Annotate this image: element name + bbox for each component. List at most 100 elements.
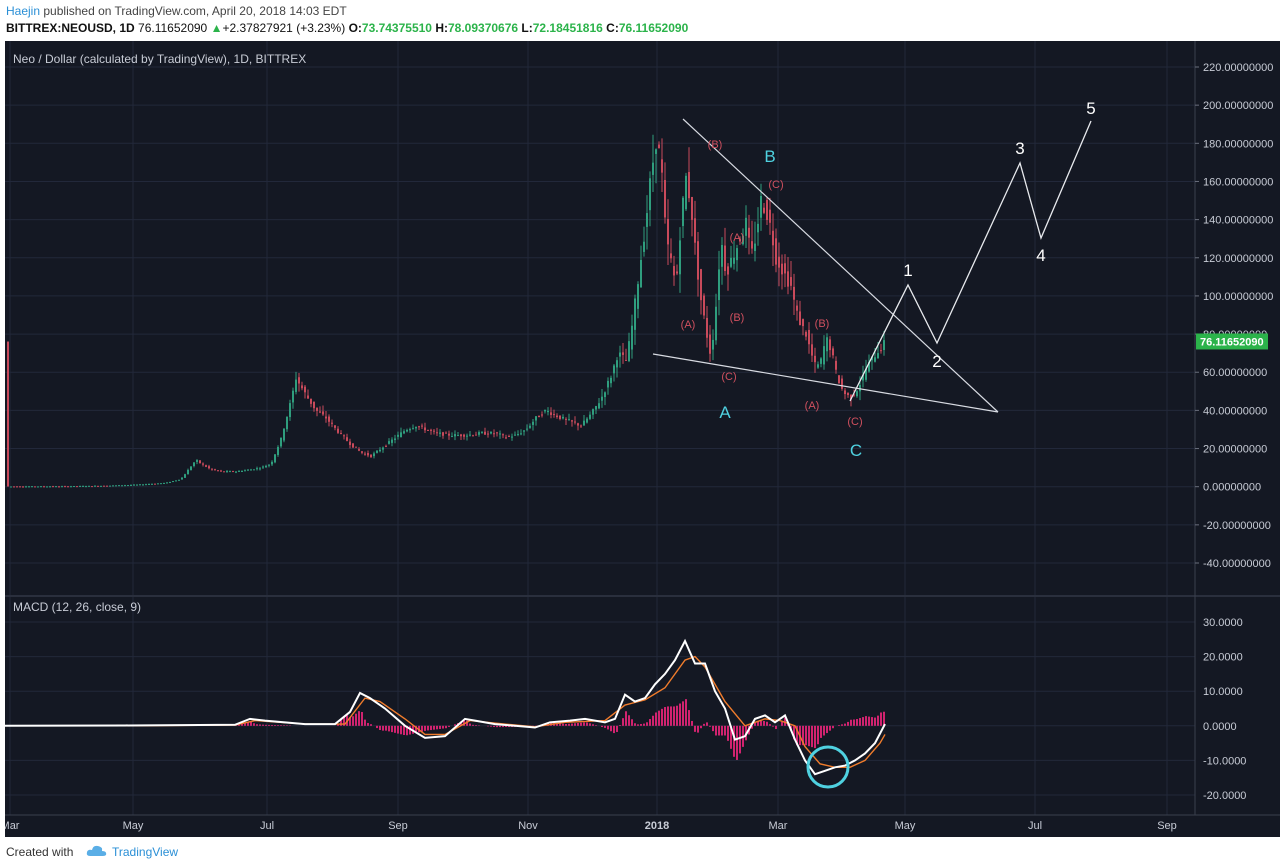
candle-body xyxy=(319,411,321,413)
time-tick-label: May xyxy=(123,820,144,832)
lower-trendline xyxy=(652,353,999,413)
candle-body xyxy=(679,240,681,275)
tradingview-link[interactable]: TradingView xyxy=(112,845,179,859)
candle-body xyxy=(478,432,480,435)
macd-tick-label: -20.0000 xyxy=(1203,790,1246,802)
candle-body xyxy=(859,385,861,392)
candle-body xyxy=(883,340,885,351)
macd-histogram-bar xyxy=(376,725,378,729)
subwave-label: (B) xyxy=(708,139,723,151)
macd-histogram-bar xyxy=(448,725,450,727)
low-value: 72.18451816 xyxy=(532,21,603,35)
macd-tick-label: -10.0000 xyxy=(1203,755,1246,767)
candle-body xyxy=(832,348,834,356)
macd-histogram-bar xyxy=(436,725,438,730)
candle-body xyxy=(451,436,453,438)
macd-histogram-bar xyxy=(775,725,777,730)
macd-histogram-bar xyxy=(397,725,399,734)
candle-body xyxy=(115,485,117,487)
time-tick-label: Nov xyxy=(518,820,538,832)
candle-body xyxy=(874,357,876,362)
candle-body xyxy=(373,453,375,457)
macd-histogram-bar xyxy=(685,699,687,726)
candle-body xyxy=(343,435,345,437)
candle-body xyxy=(127,485,129,487)
macd-histogram-bar xyxy=(499,725,501,728)
candle-body xyxy=(508,436,510,438)
candle-body xyxy=(721,245,723,267)
macd-histogram-bar xyxy=(619,725,621,726)
macd-histogram-bar xyxy=(490,725,492,727)
macd-histogram-bar xyxy=(796,725,798,746)
candle-body xyxy=(691,197,693,220)
candle-body xyxy=(418,426,420,428)
macd-histogram-bar xyxy=(244,723,246,726)
candle-body xyxy=(724,245,726,272)
abc-label: C xyxy=(850,441,862,460)
macd-histogram-bar xyxy=(727,725,729,741)
macd-histogram-bar xyxy=(487,725,489,727)
candle-body xyxy=(184,474,186,478)
macd-histogram-bar xyxy=(409,725,411,735)
candle-body xyxy=(658,144,660,149)
candle-body xyxy=(595,406,597,410)
candle-body xyxy=(835,360,837,370)
subwave-label: (B) xyxy=(815,318,830,330)
candle-body xyxy=(400,432,402,438)
candle-body xyxy=(496,432,498,434)
created-with-label: Created with xyxy=(6,845,74,859)
highlight-circle xyxy=(806,745,850,789)
candle-body xyxy=(178,479,180,481)
candle-body xyxy=(25,486,27,488)
macd-histogram-bar xyxy=(808,725,810,747)
candle-body xyxy=(190,466,192,471)
candle-body xyxy=(232,471,234,473)
candle-body xyxy=(37,486,39,488)
macd-title: MACD (12, 26, close, 9) xyxy=(13,600,141,614)
candle-body xyxy=(775,238,777,265)
candle-body xyxy=(763,207,765,213)
candle-body xyxy=(10,486,12,488)
candle-body xyxy=(34,486,36,488)
candle-body xyxy=(616,360,618,368)
subwave-label: (C) xyxy=(847,416,862,428)
candle-body xyxy=(304,386,306,393)
macd-histogram-bar xyxy=(841,724,843,726)
macd-histogram-bar xyxy=(283,725,285,726)
candle-body xyxy=(217,470,219,472)
candle-body xyxy=(529,425,531,428)
author-link[interactable]: Haejin xyxy=(6,4,41,18)
up-arrow-icon: ▲ xyxy=(210,21,223,35)
price-tick-label: -20.00000000 xyxy=(1203,520,1271,532)
candle-body xyxy=(739,238,741,242)
candle-body xyxy=(424,427,426,431)
candle-body xyxy=(64,486,66,488)
macd-histogram-bar xyxy=(427,725,429,731)
candle-body xyxy=(346,437,348,441)
macd-histogram-bar xyxy=(640,723,642,726)
candle-body xyxy=(670,253,672,259)
candle-body xyxy=(655,149,657,154)
candle-body xyxy=(628,341,630,362)
candle-body xyxy=(697,241,699,280)
candle-body xyxy=(511,436,513,438)
macd-histogram-bar xyxy=(616,725,618,732)
macd-histogram-bar xyxy=(706,722,708,726)
candle-body xyxy=(139,484,141,486)
candle-body xyxy=(88,485,90,487)
candle-body xyxy=(847,393,849,396)
candle-body xyxy=(181,477,183,480)
candle-body xyxy=(130,484,132,486)
candle-body xyxy=(160,483,162,485)
chart-panel[interactable]: 1 2 3 4 5 A B C (A) (B) (C) (A) (B) (C) (A) (B) (C) 220.… xyxy=(1,41,1280,837)
candle-body xyxy=(700,269,702,301)
candle-body xyxy=(586,418,588,423)
candle-body xyxy=(589,414,591,419)
candle-body xyxy=(103,485,105,487)
candle-body xyxy=(187,469,189,475)
upper-trendline xyxy=(682,118,999,413)
chart-svg[interactable]: 1 2 3 4 5 A B C (A) (B) (C) (A) (B) (C) (A) (B) (C) 220.… xyxy=(1,41,1280,837)
candle-body xyxy=(250,469,252,471)
macd-tick-label: 10.0000 xyxy=(1203,686,1243,698)
macd-histogram-bar xyxy=(823,725,825,736)
